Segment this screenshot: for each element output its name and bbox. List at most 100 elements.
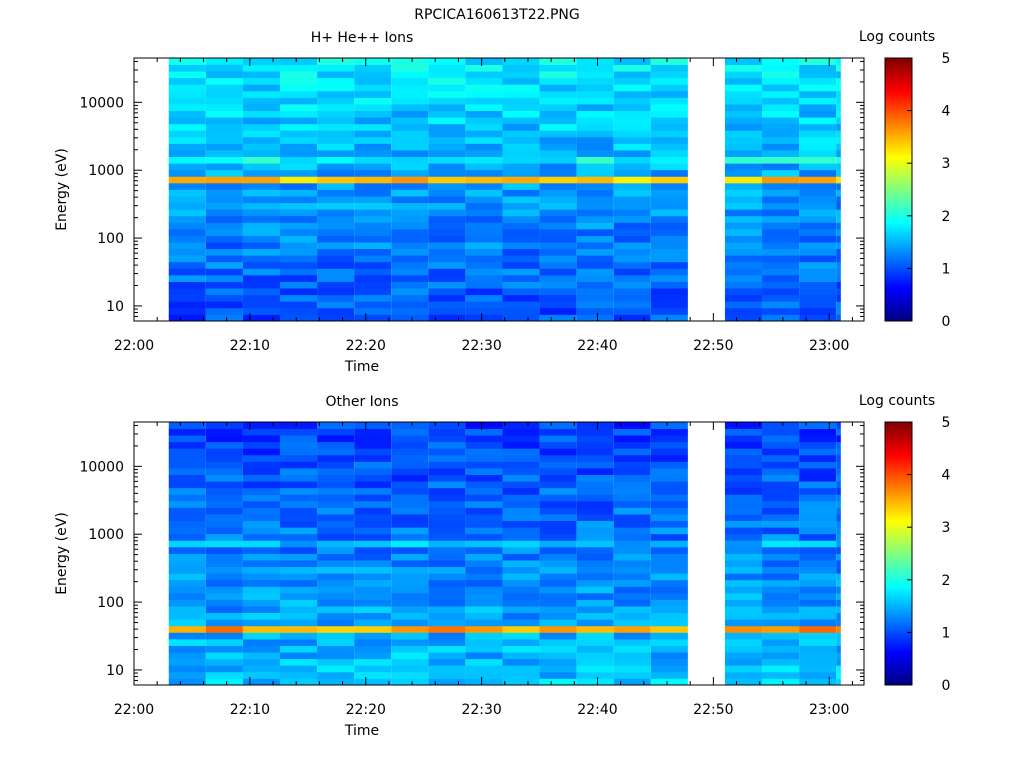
heatmap-cell: [576, 261, 614, 269]
heatmap-cell: [280, 612, 318, 620]
heatmap-cell: [613, 255, 651, 263]
heatmap-cell: [205, 117, 243, 125]
x-tick-label: 23:00: [809, 338, 849, 354]
heatmap-cell: [836, 665, 841, 673]
heatmap-cell: [354, 678, 392, 686]
y-tick-label: 10000: [79, 95, 124, 111]
heatmap-cell: [799, 599, 837, 607]
heatmap-cell: [317, 209, 355, 217]
heatmap-cell: [650, 268, 688, 276]
heatmap-cell: [354, 274, 392, 282]
colorbar-segment: [885, 302, 912, 306]
colorbar-segment: [885, 152, 912, 156]
heatmap-cell: [650, 428, 688, 436]
heatmap-cell: [724, 301, 763, 309]
colorbar-segment: [885, 474, 912, 478]
heatmap-cell: [205, 553, 243, 561]
colorbar-segment: [885, 60, 912, 64]
heatmap-cell: [280, 176, 318, 184]
heatmap-cell: [613, 586, 651, 594]
colorbar-segment: [885, 286, 912, 290]
colorbar-segment: [885, 289, 912, 293]
heatmap-cell: [205, 422, 243, 429]
heatmap-cell: [354, 573, 392, 581]
heatmap-cell: [205, 566, 243, 574]
heatmap-cell: [242, 645, 280, 653]
heatmap-cell: [613, 566, 651, 574]
heatmap-cell: [428, 507, 466, 515]
heatmap-cell: [391, 474, 429, 482]
heatmap-cell: [613, 520, 651, 528]
heatmap-cell: [242, 678, 280, 686]
heatmap-cell: [724, 274, 763, 282]
heatmap-cell: [502, 553, 540, 561]
heatmap-cell: [836, 645, 841, 653]
heatmap-cell: [428, 163, 466, 171]
heatmap-cell: [799, 294, 837, 302]
heatmap-cell: [280, 90, 318, 98]
heatmap-cell: [242, 202, 280, 210]
heatmap-cell: [391, 599, 429, 607]
heatmap-cell: [836, 222, 841, 230]
heatmap-cell: [354, 163, 392, 171]
heatmap-cell: [650, 454, 688, 462]
heatmap-cell: [762, 77, 800, 85]
heatmap-cell: [391, 235, 429, 243]
heatmap-cell: [576, 202, 614, 210]
colorbar-segment: [885, 294, 912, 298]
heatmap-cell: [502, 573, 540, 581]
heatmap-cell: [317, 123, 355, 131]
heatmap-cell: [613, 130, 651, 138]
heatmap-cell: [799, 441, 837, 449]
heatmap-cell: [650, 84, 688, 92]
heatmap-cell: [280, 64, 318, 72]
heatmap-cell: [724, 500, 763, 508]
heatmap-cell: [465, 474, 503, 482]
heatmap-cell: [799, 314, 837, 322]
heatmap-cell: [465, 143, 503, 151]
colorbar-segment: [885, 265, 912, 269]
heatmap-cell: [465, 546, 503, 554]
heatmap-cell: [502, 487, 540, 495]
heatmap-cell: [205, 189, 243, 197]
colorbar-segment: [885, 650, 912, 654]
heatmap-cell: [168, 638, 206, 646]
heatmap-cell: [576, 533, 614, 541]
heatmap-cell: [168, 612, 206, 620]
heatmap-cell: [280, 307, 318, 315]
heatmap-cell: [650, 228, 688, 236]
heatmap-cell: [502, 527, 540, 535]
heatmap-cell: [391, 130, 429, 138]
heatmap-cell: [205, 261, 243, 269]
heatmap-cell: [576, 514, 614, 522]
heatmap-cell: [205, 678, 243, 686]
heatmap-cell: [539, 228, 577, 236]
heatmap-cell: [724, 123, 763, 131]
heatmap-cell: [502, 671, 540, 679]
heatmap-cell: [836, 671, 841, 679]
heatmap-cell: [428, 77, 466, 85]
heatmap-cell: [539, 487, 577, 495]
heatmap-cell: [502, 150, 540, 158]
colorbar-segment: [885, 485, 912, 489]
colorbar-segment: [885, 231, 912, 235]
heatmap-cell: [650, 448, 688, 456]
heatmap-cell: [280, 189, 318, 197]
colorbar-segment: [885, 477, 912, 481]
heatmap-cell: [205, 202, 243, 210]
heatmap-cell: [836, 242, 841, 250]
heatmap-cell: [724, 678, 763, 686]
heatmap-cell: [650, 196, 688, 204]
heatmap-cell: [242, 150, 280, 158]
colorbar-segment: [885, 606, 912, 610]
colorbar-segment: [885, 466, 912, 470]
heatmap-cell: [168, 314, 206, 322]
colorbar-segment: [885, 503, 912, 507]
heatmap-cell: [762, 130, 800, 138]
colorbar-segment: [885, 197, 912, 201]
heatmap-cell: [168, 104, 206, 111]
heatmap-cell: [724, 84, 763, 92]
heatmap-cell: [168, 123, 206, 131]
